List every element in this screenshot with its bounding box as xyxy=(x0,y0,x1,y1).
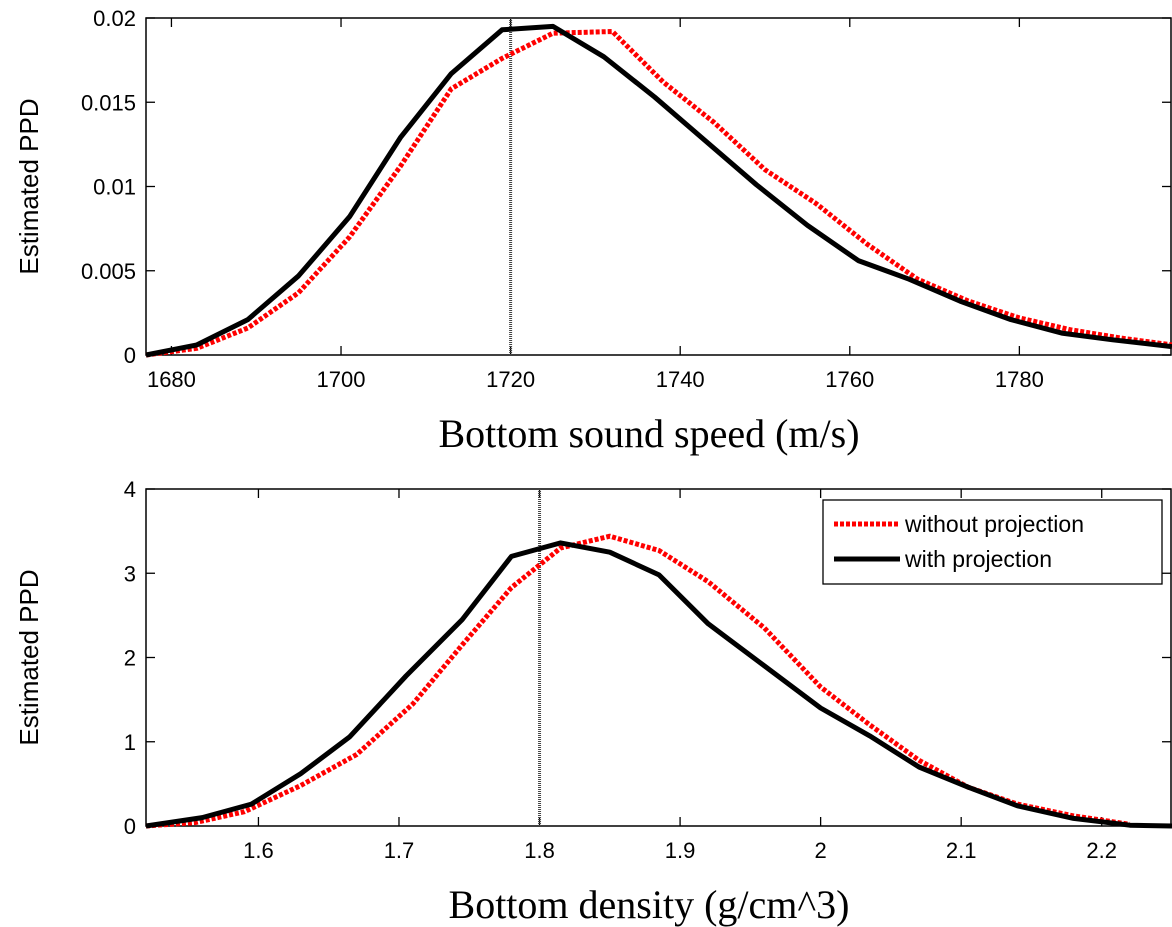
chart-density: 1.6 1.7 1.8 1.9 2 2.1 2.2 0 1 2 3 4 Bottom density (… xyxy=(14,477,1172,927)
x-axis-label: Bottom density (g/cm^3) xyxy=(449,882,850,927)
y-axis-label: Estimated PPD xyxy=(14,98,44,274)
legend-label-0: without projection xyxy=(904,511,1084,537)
x-tick-label: 1740 xyxy=(656,367,705,392)
y-tick-label: 0.005 xyxy=(81,259,136,284)
x-tick-label: 2.1 xyxy=(946,838,977,863)
y-tick-label: 4 xyxy=(124,477,136,502)
series-line-0 xyxy=(145,29,1172,358)
legend: without projection with projection xyxy=(822,499,1163,585)
y-axis-label: Estimated PPD xyxy=(14,569,44,745)
x-axis-label: Bottom sound speed (m/s) xyxy=(438,411,859,456)
x-tick-label: 2.2 xyxy=(1086,838,1117,863)
y-tick-label: 0.02 xyxy=(93,6,136,31)
x-tick-label: 1.8 xyxy=(524,838,555,863)
x-tick-label: 1720 xyxy=(486,367,535,392)
x-tick-label: 1700 xyxy=(317,367,366,392)
y-tick-label: 0.01 xyxy=(93,175,136,200)
legend-box xyxy=(822,499,1163,585)
chart-sound-speed: 1680 1700 1720 1740 1760 1780 0 0.005 0.01 0.015 0… xyxy=(14,6,1172,456)
x-tick-label: 1760 xyxy=(825,367,874,392)
y-tick-label: 1 xyxy=(124,730,136,755)
y-tick-label: 2 xyxy=(124,646,136,671)
x-tick-label: 1780 xyxy=(995,367,1044,392)
x-tick-label: 1.6 xyxy=(243,838,274,863)
series-line-1 xyxy=(145,540,1172,829)
y-tick-label: 0.015 xyxy=(81,90,136,115)
x-tick-label: 1.9 xyxy=(665,838,696,863)
series-line-1 xyxy=(145,23,1172,358)
legend-label-1: with projection xyxy=(904,546,1052,572)
x-tick-label: 1.7 xyxy=(384,838,415,863)
y-tick-label: 3 xyxy=(124,561,136,586)
x-tick-label: 2 xyxy=(815,838,827,863)
x-tick-label: 1680 xyxy=(147,367,196,392)
y-tick-label: 0 xyxy=(124,814,136,839)
y-tick-label: 0 xyxy=(124,343,136,368)
plot-frame xyxy=(145,17,1172,356)
